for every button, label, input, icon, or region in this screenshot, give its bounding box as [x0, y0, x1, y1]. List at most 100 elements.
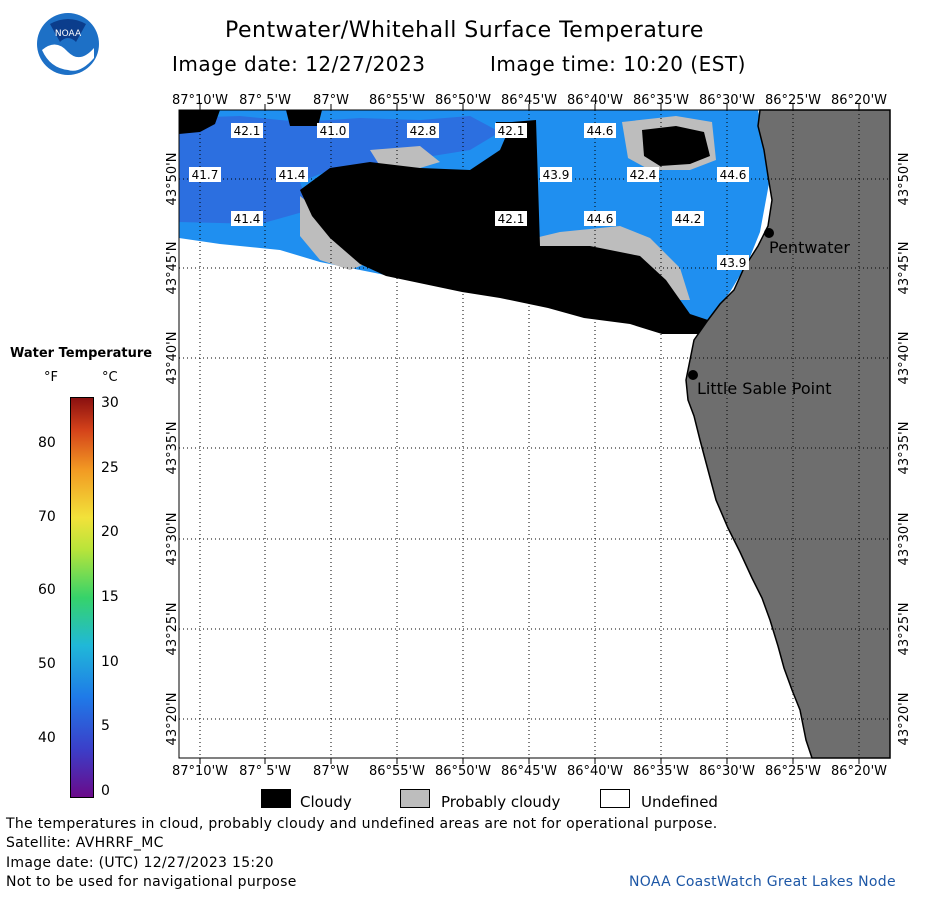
temperature-value: 41.4 [279, 168, 306, 182]
lon-label: 86°40'W [567, 764, 623, 779]
cloudy-area [179, 110, 710, 334]
legend-tick-f: 40 [38, 730, 56, 746]
lat-label: 43°25'N [165, 603, 180, 656]
lon-labels-bottom: 87°10'W 87° 5'W 87°W 86°55'W 86°50'W 86°45'W 8… [172, 764, 887, 779]
probably-cloudy-key-label: Probably cloudy [441, 793, 561, 811]
temperature-label-bg [231, 123, 263, 138]
lon-label: 86°50'W [435, 93, 491, 108]
temperature-value: 41.4 [234, 212, 261, 226]
place-label-little-sable-point: Little Sable Point [697, 379, 832, 398]
lon-label: 86°40'W [567, 93, 623, 108]
temperature-value: 42.1 [234, 124, 261, 138]
lat-label: 43°45'N [165, 242, 180, 295]
lat-label: 43°35'N [897, 422, 912, 475]
lat-label: 43°45'N [897, 242, 912, 295]
lat-label: 43°40'N [165, 332, 180, 385]
temperature-value: 44.6 [720, 168, 747, 182]
temperature-value: 41.7 [192, 168, 219, 182]
lon-label: 86°35'W [633, 93, 689, 108]
image-date: Image date: 12/27/2023 [172, 52, 426, 76]
satellite-line: Satellite: AVHRRF_MC [6, 835, 164, 851]
legend-tick-f: 80 [38, 435, 56, 451]
temperature-colorbar [70, 397, 94, 798]
lon-label: 86°55'W [369, 93, 425, 108]
temperature-label-bg [584, 211, 616, 226]
logo-text: NOAA [55, 29, 82, 39]
lon-label: 86°20'W [831, 93, 887, 108]
credit-text: NOAA CoastWatch Great Lakes Node [629, 874, 896, 890]
graticule [179, 104, 890, 764]
temperature-value: 44.2 [675, 212, 702, 226]
temperature-value: 42.1 [498, 212, 525, 226]
lat-label: 43°50'N [897, 153, 912, 206]
temperature-value: 43.9 [720, 256, 747, 270]
lat-label: 43°30'N [165, 513, 180, 566]
lon-label: 86°20'W [831, 764, 887, 779]
legend-tick-c: 20 [101, 524, 119, 541]
temperature-value: 42.4 [630, 168, 657, 182]
temperature-label-bg [540, 167, 572, 182]
temperature-label-bg [495, 123, 527, 138]
legend-tick-f: 70 [38, 509, 56, 525]
lon-label: 86°25'W [765, 764, 821, 779]
lat-label: 43°30'N [897, 513, 912, 566]
temperature-value: 41.0 [320, 124, 347, 138]
legend-tick-f: 50 [38, 656, 56, 672]
cloudy-key-label: Cloudy [300, 793, 352, 811]
legend-tick-c: 25 [101, 459, 119, 476]
lat-labels-left: 43°50'N 43°45'N 43°40'N 43°35'N 43°30'N 43°25… [165, 153, 180, 746]
lon-label: 86°45'W [501, 764, 557, 779]
legend-tick-c: 15 [101, 589, 119, 605]
lat-labels-right: 43°50'N 43°45'N 43°40'N 43°35'N 43°30'N 43°25… [897, 153, 912, 746]
lon-label: 87° 5'W [239, 93, 291, 108]
lon-label: 86°30'W [699, 764, 755, 779]
place-label-pentwater: Pentwater [769, 238, 850, 257]
legend-title: Water Temperature [10, 346, 153, 361]
temperature-value: 44.6 [587, 212, 614, 226]
map-title: Pentwater/Whitehall Surface Temperature [225, 18, 704, 43]
undefined-key-label: Undefined [641, 793, 718, 811]
temperature-label-bg [717, 167, 749, 182]
lon-label: 86°25'W [765, 93, 821, 108]
legend-tick-c: 5 [101, 718, 110, 735]
temperature-label-bg [717, 255, 749, 270]
lon-labels-top: 87°10'W 87° 5'W 87°W 86°55'W 86°50'W 86°45'W 8… [172, 93, 887, 108]
cloudy-swatch [261, 789, 291, 808]
water-area-dark [179, 116, 500, 224]
lat-label: 43°35'N [165, 422, 180, 475]
navigation-warning: Not to be used for navigational purpose [6, 874, 297, 890]
legend-tick-c: 30 [101, 395, 119, 411]
lon-label: 86°55'W [369, 764, 425, 779]
legend-unit-c: °C [102, 370, 118, 385]
lon-label: 86°50'W [435, 764, 491, 779]
lon-label: 87°10'W [172, 764, 228, 779]
legend-tick-f: 60 [38, 582, 56, 598]
temperature-value: 42.1 [498, 124, 525, 138]
lon-label: 86°35'W [633, 764, 689, 779]
utc-date-line: Image date: (UTC) 12/27/2023 15:20 [6, 855, 274, 871]
lon-label: 87°W [313, 764, 349, 779]
lon-label: 87° 5'W [239, 764, 291, 779]
temperature-label-bg [627, 167, 659, 182]
temperature-label-bg [584, 123, 616, 138]
temperature-value: 44.6 [587, 124, 614, 138]
temperature-label-bg [231, 211, 263, 226]
lon-label: 87°10'W [172, 93, 228, 108]
legend-unit-f: °F [44, 370, 58, 385]
lat-label: 43°50'N [165, 153, 180, 206]
noaa-logo: NOAA [36, 12, 100, 76]
temperature-label-bg [672, 211, 704, 226]
temperature-label-bg [317, 123, 349, 138]
temperature-label-bg [407, 123, 439, 138]
lat-label: 43°20'N [897, 693, 912, 746]
little-sable-point-marker [688, 370, 698, 380]
disclaimer-line: The temperatures in cloud, probably clou… [6, 816, 718, 832]
lat-label: 43°25'N [897, 603, 912, 656]
lon-label: 87°W [313, 93, 349, 108]
temperature-label-bg [189, 167, 221, 182]
lon-label: 86°45'W [501, 93, 557, 108]
map-frame [178, 109, 891, 759]
temperature-label-bg [495, 211, 527, 226]
image-time: Image time: 10:20 (EST) [490, 52, 746, 76]
